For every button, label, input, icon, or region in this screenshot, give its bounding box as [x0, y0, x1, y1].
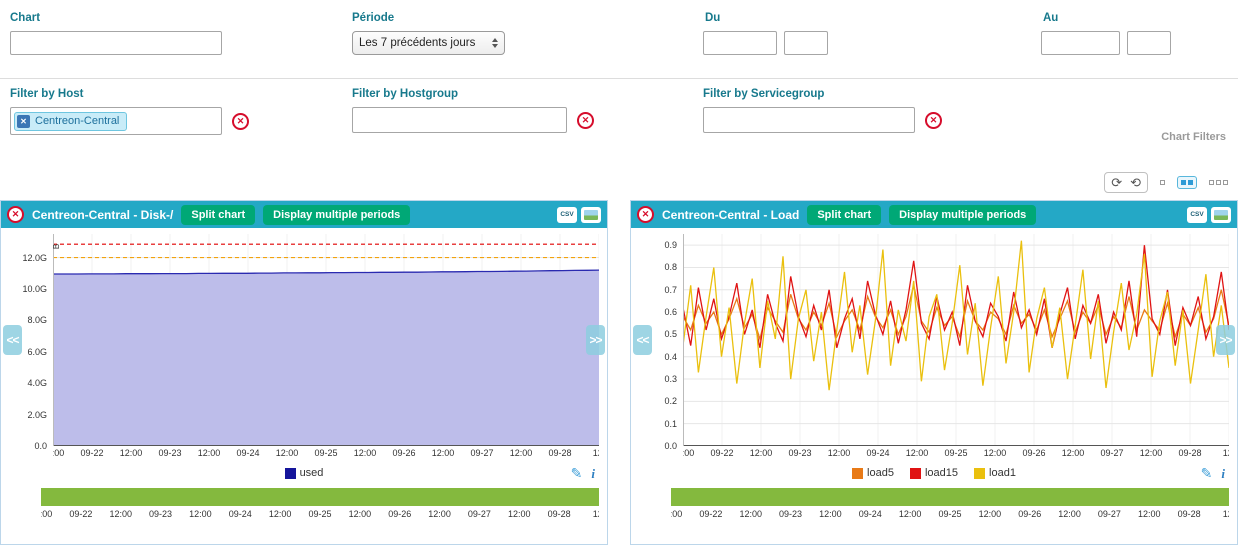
legend-item: used — [285, 467, 324, 479]
chart-label: Chart — [10, 12, 222, 24]
du-field: Du — [703, 12, 828, 55]
status-timeline-bar[interactable] — [671, 488, 1229, 506]
status-timeline-bar[interactable] — [41, 488, 599, 506]
export-image-button[interactable] — [581, 207, 601, 223]
du-label: Du — [705, 12, 828, 24]
hostgroup-filter-label: Filter by Hostgroup — [352, 88, 594, 100]
legend-item: load1 — [974, 467, 1016, 479]
legend-row: load5 load15 load1 ✎ i — [631, 461, 1237, 485]
host-chip: ✕ Centreon-Central — [14, 112, 127, 131]
image-icon — [584, 210, 598, 220]
clear-host-filter-icon[interactable]: ✕ — [232, 113, 249, 130]
select-arrows-icon — [492, 38, 498, 48]
servicegroup-filter-field: Filter by Servicegroup ✕ — [703, 88, 942, 133]
servicegroup-filter-label: Filter by Servicegroup — [703, 88, 942, 100]
au-date-input[interactable] — [1041, 31, 1120, 55]
chart-filter-field: Chart — [10, 12, 222, 55]
scroll-left-button[interactable]: << — [633, 325, 652, 355]
au-label: Au — [1043, 12, 1171, 24]
legend: load5 load15 load1 — [852, 467, 1016, 479]
edit-icon[interactable]: ✎ — [1201, 465, 1213, 482]
legend-item: load5 — [852, 467, 894, 479]
au-field: Au — [1041, 12, 1171, 55]
display-multiple-periods-button[interactable]: Display multiple periods — [263, 205, 410, 225]
export-csv-button[interactable]: CSV — [1187, 207, 1207, 223]
clear-servicegroup-filter-icon[interactable]: ✕ — [925, 112, 942, 129]
filters-divider — [0, 78, 1238, 79]
chart-input[interactable] — [10, 31, 222, 55]
chart-panel-header: ✕ Centreon-Central - Load Split chart Di… — [631, 201, 1237, 228]
chart-filters-caption: Chart Filters — [1161, 131, 1226, 143]
scroll-right-button[interactable]: >> — [586, 325, 605, 355]
split-chart-button[interactable]: Split chart — [807, 205, 881, 225]
clear-hostgroup-filter-icon[interactable]: ✕ — [577, 112, 594, 129]
host-chip-label: Centreon-Central — [35, 115, 119, 127]
legend-item: load15 — [910, 467, 958, 479]
periode-label: Période — [352, 12, 505, 24]
layout-two-column-button[interactable] — [1177, 176, 1197, 189]
info-icon[interactable]: i — [1221, 466, 1225, 482]
chart-panel-header: ✕ Centreon-Central - Disk-/ Split chart … — [1, 201, 607, 228]
chart-filters-panel: Chart Période Les 7 précédents jours Du … — [0, 0, 1238, 160]
scroll-right-button[interactable]: >> — [1216, 325, 1235, 355]
periode-field: Période Les 7 précédents jours — [352, 12, 505, 55]
servicegroup-input[interactable] — [703, 107, 915, 133]
refresh-period-icon[interactable]: ⟲ — [1130, 175, 1141, 190]
chart-area: 0.00.10.20.30.40.50.60.70.80.9 12:0009-2… — [639, 234, 1229, 461]
timeline-axis-labels: 12:0009-2212:0009-2312:0009-2412:0009-25… — [41, 507, 599, 521]
refresh-icon[interactable]: ⟳ — [1111, 175, 1122, 190]
timeline-axis-labels: 12:0009-2212:0009-2312:0009-2412:0009-25… — [671, 507, 1229, 521]
info-icon[interactable]: i — [591, 466, 595, 482]
image-icon — [1214, 210, 1228, 220]
split-chart-button[interactable]: Split chart — [181, 205, 255, 225]
du-date-input[interactable] — [703, 31, 777, 55]
hostgroup-filter-field: Filter by Hostgroup ✕ — [352, 88, 594, 133]
legend: used — [285, 467, 324, 479]
plot-area[interactable] — [683, 234, 1229, 446]
display-multiple-periods-button[interactable]: Display multiple periods — [889, 205, 1036, 225]
remove-chart-icon[interactable]: ✕ — [637, 206, 654, 223]
host-filter-label: Filter by Host — [10, 88, 249, 100]
x-axis-labels: 12:0009-2212:0009-2312:0009-2412:0009-25… — [53, 446, 599, 461]
chart-area: 0.02.0G4.0G6.0G8.0G10.0G12.0G B 12:0009-… — [9, 234, 599, 461]
host-filter-field: Filter by Host ✕ Centreon-Central ✕ — [10, 88, 249, 135]
periode-select-value: Les 7 précédents jours — [359, 37, 475, 49]
layout-one-column-button[interactable] — [1156, 176, 1169, 189]
charts-grid: ✕ Centreon-Central - Disk-/ Split chart … — [0, 200, 1238, 545]
hostgroup-input[interactable] — [352, 107, 567, 133]
x-axis-labels: 12:0009-2212:0009-2312:0009-2412:0009-25… — [683, 446, 1229, 461]
au-time-input[interactable] — [1127, 31, 1171, 55]
legend-row: used ✎ i — [1, 461, 607, 485]
chart-panel-load: ✕ Centreon-Central - Load Split chart Di… — [630, 200, 1238, 545]
chart-title: Centreon-Central - Disk-/ — [32, 208, 173, 222]
host-filter-input[interactable]: ✕ Centreon-Central — [10, 107, 222, 135]
remove-chart-icon[interactable]: ✕ — [7, 206, 24, 223]
y-axis-unit: B — [53, 244, 61, 249]
periode-select[interactable]: Les 7 précédents jours — [352, 31, 505, 55]
chart-panel-disk: ✕ Centreon-Central - Disk-/ Split chart … — [0, 200, 608, 545]
export-image-button[interactable] — [1211, 207, 1231, 223]
edit-icon[interactable]: ✎ — [571, 465, 583, 482]
remove-host-chip-icon[interactable]: ✕ — [17, 115, 30, 128]
refresh-controls: ⟳ ⟲ — [1104, 172, 1148, 193]
chart-title: Centreon-Central - Load — [662, 208, 799, 222]
export-csv-button[interactable]: CSV — [557, 207, 577, 223]
layout-three-column-button[interactable] — [1205, 176, 1232, 189]
view-toolbar: ⟳ ⟲ — [1104, 172, 1232, 193]
du-time-input[interactable] — [784, 31, 828, 55]
scroll-left-button[interactable]: << — [3, 325, 22, 355]
plot-area[interactable]: B — [53, 234, 599, 446]
